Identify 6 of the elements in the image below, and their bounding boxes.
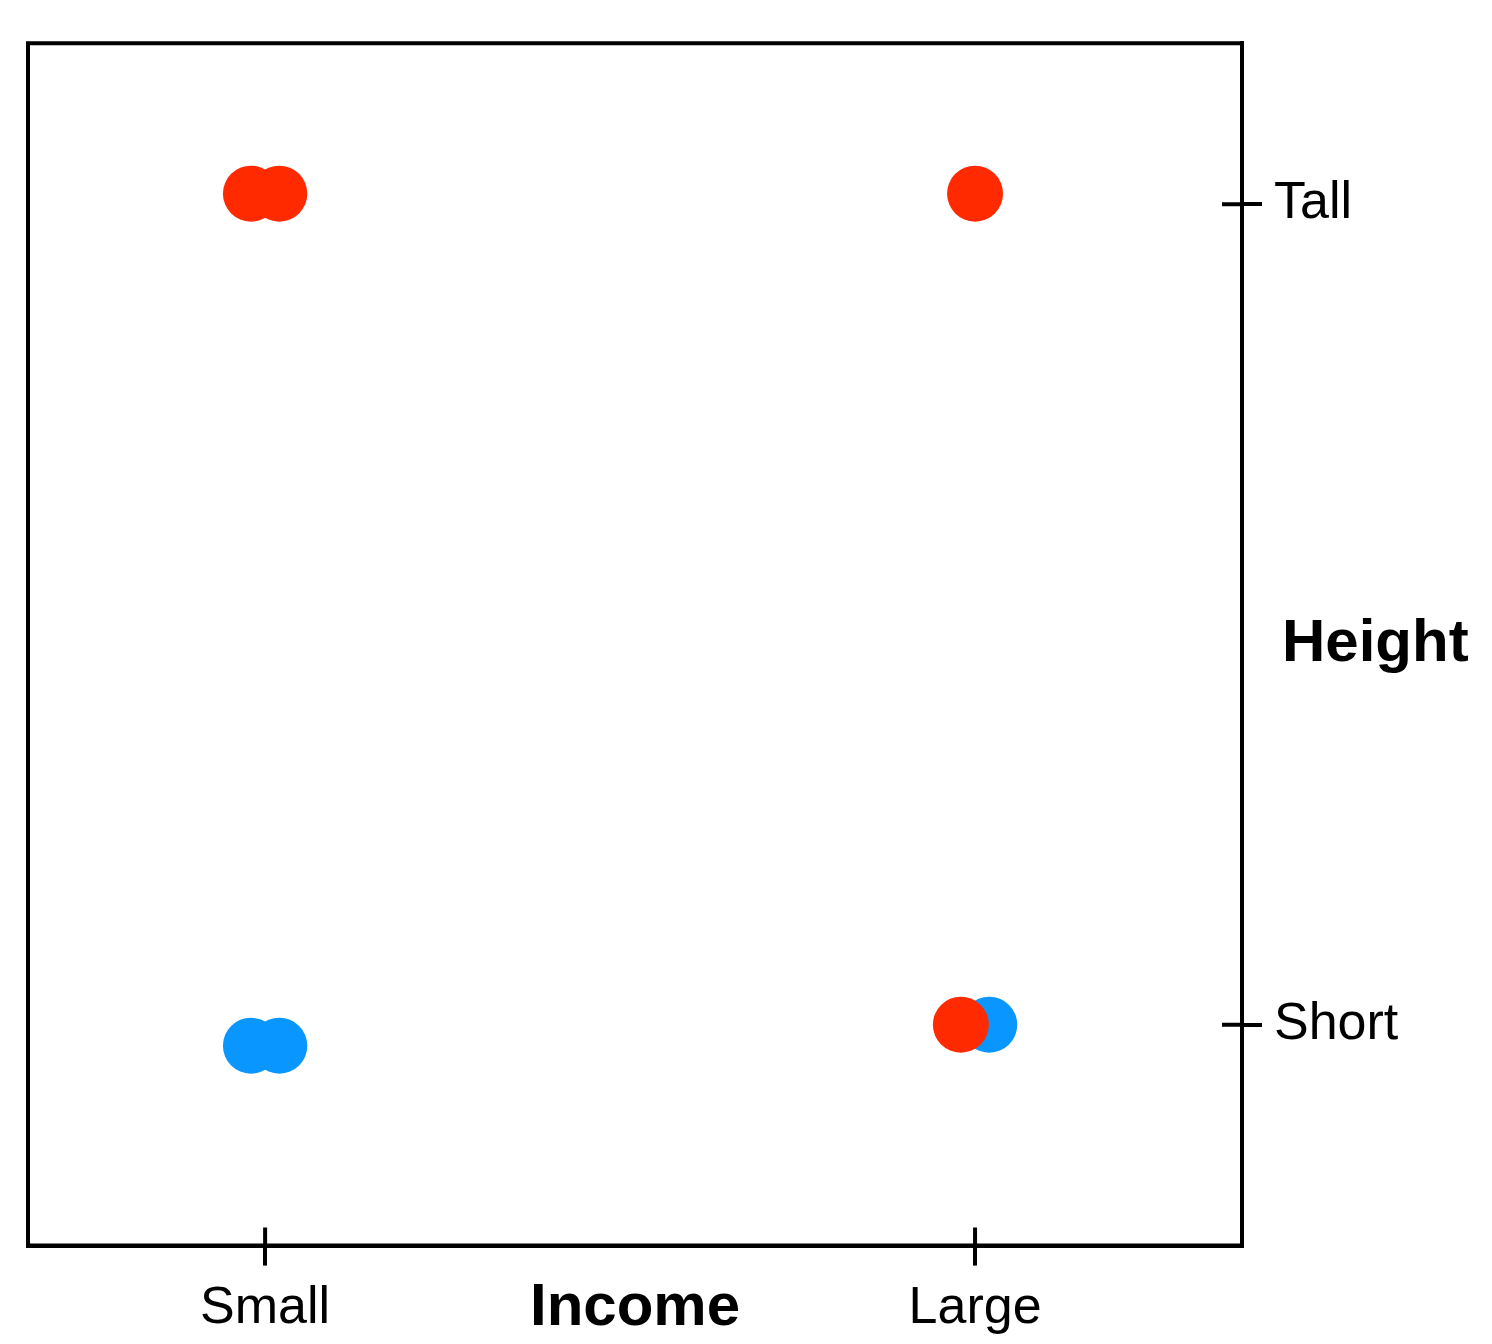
x-tick-label: Small <box>200 1276 331 1335</box>
ref-line-label: Short <box>1274 992 1399 1051</box>
x-tick-label: Large <box>908 1276 1042 1335</box>
y-axis-title: Height <box>1282 606 1469 674</box>
x-axis-title: Income <box>529 1270 741 1338</box>
ref-line-label: Tall <box>1274 171 1353 230</box>
